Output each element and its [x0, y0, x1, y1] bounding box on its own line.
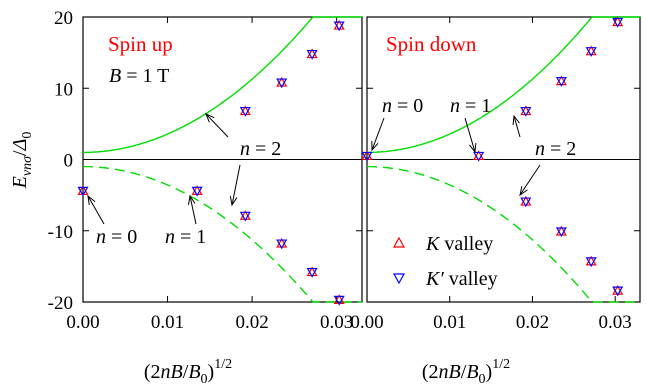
annotation-arrow [371, 117, 385, 151]
y-axis-label: Eνnσ/Δ0 [9, 132, 35, 190]
field-annotation: B = 1 T [109, 65, 169, 87]
arrow-head [469, 142, 477, 154]
label-n0-down: n = 0 [382, 95, 423, 117]
kprime-valley-point [361, 151, 373, 162]
arrow-head [512, 114, 520, 126]
label-n0: n = 0 [96, 226, 137, 248]
legend-marker-kprime [392, 273, 406, 285]
x-tick-label: 0.03 [599, 312, 632, 333]
arrow-head [371, 140, 379, 152]
kprime-valley-point [77, 186, 89, 197]
label-n2-down: n = 2 [535, 138, 576, 160]
kprime-valley-point [276, 78, 288, 89]
legend-label-kprime: K′ valley [425, 268, 498, 290]
legend-marker-k [392, 236, 406, 248]
label-n1: n = 1 [165, 226, 206, 248]
kprime-valley-point [555, 227, 567, 238]
x-tick-label: 0.02 [516, 312, 549, 333]
y-tick-label: 0 [64, 151, 74, 172]
x-tick-label: 0.03 [320, 312, 353, 333]
arrow-head [229, 196, 238, 207]
electron-curve [83, 16, 362, 154]
x-tick-label: 0.01 [433, 312, 466, 333]
kprime-valley-point [239, 106, 251, 117]
legend: K valley K′ valley [392, 233, 498, 290]
kprime-valley-point [585, 47, 597, 57]
label-n1-down: n = 1 [450, 95, 491, 117]
annotation-arrow [231, 164, 241, 206]
arrow-head [205, 113, 215, 123]
annotation-arrow [87, 195, 105, 225]
x-axis-label-left: (2nB/B0)1/2 [144, 357, 232, 386]
annotation-arrow [189, 195, 197, 225]
y-tick-label: -10 [48, 222, 73, 243]
kprime-valley-point [555, 77, 567, 87]
arrow-head [187, 194, 196, 205]
x-tick-label: 0.00 [66, 312, 99, 333]
kprime-valley-point [585, 257, 597, 268]
hole-curve [83, 165, 362, 303]
kprime-valley-point [191, 186, 203, 197]
spin-down-title: Spin down [386, 32, 477, 56]
kprime-valley-point [520, 197, 532, 208]
kprime-valley-point [306, 49, 318, 60]
kprime-valley-point [333, 21, 345, 32]
kprime-valley-point [520, 106, 532, 117]
kprime-valley-point [473, 151, 485, 162]
kprime-valley-point [239, 211, 251, 222]
annotation-arrow [519, 164, 541, 196]
electron-curve [367, 16, 640, 154]
kprime-valley-point [612, 17, 624, 28]
panel-spin-up: 0.00 0.01 0.02 0.03 20 10 0 -10 -20 n = 0 n = 1 n =… [48, 8, 363, 333]
svg-text:Eνnσ/Δ0: Eνnσ/Δ0 [9, 132, 35, 190]
annotation-arrow [205, 113, 229, 138]
hole-curve [367, 165, 640, 303]
panel-spin-down: 0.00 0.01 0.02 0.03 n = 0 n = 1 n = 2 [350, 16, 641, 333]
kprime-valley-point [306, 267, 318, 278]
label-n2: n = 2 [240, 138, 281, 160]
legend-label-k: K valley [425, 233, 493, 255]
y-tick-label: -20 [48, 293, 73, 314]
y-tick-label: 10 [54, 79, 73, 100]
x-tick-label: 0.01 [151, 312, 184, 333]
x-axis-label-right: (2nB/B0)1/2 [422, 357, 510, 386]
annotation-arrow [513, 115, 521, 138]
x-tick-label: 0.00 [350, 312, 383, 333]
arrow-head [87, 194, 96, 205]
kprime-valley-point [276, 239, 288, 250]
kprime-valley-point [612, 286, 624, 297]
spin-up-title: Spin up [108, 32, 173, 56]
arrow-head [519, 186, 528, 197]
y-tick-label: 20 [54, 8, 73, 29]
kprime-valley-point [333, 295, 345, 306]
annotation-arrow [464, 117, 476, 153]
x-tick-label: 0.02 [235, 312, 268, 333]
